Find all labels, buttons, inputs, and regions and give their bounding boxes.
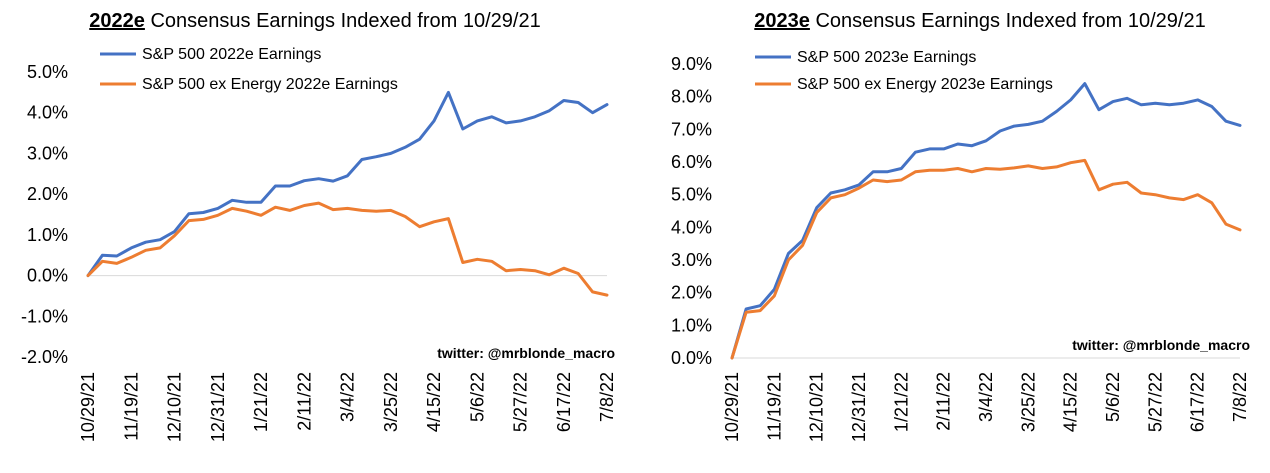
x-tick-label: 3/25/22 [1018,372,1038,432]
y-axis-ticks: 5.0% 4.0% 3.0% 2.0% 1.0% 0.0% -1.0% -2.0% [21,62,68,367]
chart-title-bold: 2023e [754,10,810,32]
x-tick-label: 7/8/22 [1230,372,1250,422]
series-line-1 [86,201,609,297]
legend: S&P 500 2023e Earnings S&P 500 ex Energy … [755,49,1053,93]
legend-label-0: S&P 500 2023e Earnings [797,49,976,66]
y-tick-label: 5.0% [671,185,712,205]
x-axis-ticks: 10/29/21 11/19/21 12/10/21 12/31/21 1/21/22 2… [722,372,1250,442]
series-lines [86,90,609,297]
y-tick-label: 2.0% [27,184,68,204]
chart-2023e: 2023e Consensus Earnings Indexed from 10… [635,0,1270,473]
y-tick-label: 3.0% [27,143,68,163]
series-line-0 [86,90,609,278]
x-tick-label: 12/10/21 [165,372,185,442]
x-tick-label: 6/17/22 [1188,372,1208,432]
legend-label-1: S&P 500 ex Energy 2022e Earnings [142,76,398,93]
twitter-annotation: twitter: @mrblonde_macro [437,345,615,361]
legend-label-1: S&P 500 ex Energy 2023e Earnings [797,76,1053,93]
x-tick-label: 3/4/22 [338,372,358,422]
x-tick-label: 5/27/22 [511,372,531,432]
y-tick-label: -2.0% [21,347,68,367]
x-tick-label: 5/27/22 [1145,372,1165,432]
x-tick-label: 2/11/22 [934,372,954,431]
chart-2022e-svg: 2022e Consensus Earnings Indexed from 10… [21,10,617,442]
x-tick-label: 3/25/22 [381,372,401,432]
x-tick-label: 11/19/21 [121,372,141,441]
x-tick-label: 6/17/22 [554,372,574,432]
x-tick-label: 10/29/21 [78,372,98,442]
x-tick-label: 4/15/22 [424,372,444,432]
chart-2022e: 2022e Consensus Earnings Indexed from 10… [21,10,617,442]
y-tick-label: 0.0% [27,266,68,286]
x-axis-ticks: 10/29/21 11/19/21 12/10/21 12/31/21 1/21/22 2… [78,372,617,442]
x-tick-label: 12/31/21 [208,372,228,442]
y-tick-label: 1.0% [671,315,712,335]
x-tick-label: 1/21/22 [251,372,271,432]
x-tick-label: 11/19/21 [764,372,784,441]
y-tick-label: 6.0% [671,152,712,172]
x-tick-label: 5/6/22 [1103,372,1123,422]
y-tick-label: 1.0% [27,225,68,245]
series-line-1 [730,158,1242,360]
x-tick-label: 1/21/22 [891,372,911,432]
twitter-annotation: twitter: @mrblonde_macro [1072,337,1250,353]
x-tick-label: 7/8/22 [597,372,617,422]
y-tick-label: -1.0% [21,306,68,326]
chart-2023e-svg: 2023e Consensus Earnings Indexed from 10… [671,10,1250,442]
x-tick-label: 5/6/22 [467,372,487,422]
chart-title-bold: 2022e [89,10,145,32]
x-tick-label: 2/11/22 [294,372,314,431]
y-tick-label: 0.0% [671,348,712,368]
series-lines [730,82,1242,360]
x-tick-label: 12/10/21 [807,372,827,442]
legend: S&P 500 2022e Earnings S&P 500 ex Energy … [100,46,398,93]
y-tick-label: 4.0% [27,103,68,123]
x-tick-label: 3/4/22 [976,372,996,422]
series-line-0 [730,82,1242,360]
chart-title: 2022e Consensus Earnings Indexed from 10… [89,10,540,32]
y-tick-label: 2.0% [671,283,712,303]
chart-title-rest: Consensus Earnings Indexed from 10/29/21 [810,10,1206,32]
y-axis-ticks: 9.0% 8.0% 7.0% 6.0% 5.0% 4.0% 3.0% 2.0% 1.0% 0.0% [671,54,712,368]
legend-label-0: S&P 500 2022e Earnings [142,46,321,63]
y-tick-label: 7.0% [671,119,712,139]
y-tick-label: 8.0% [671,87,712,107]
y-tick-label: 9.0% [671,54,712,74]
y-tick-label: 4.0% [671,217,712,237]
chart-title: 2023e Consensus Earnings Indexed from 10… [754,10,1205,32]
y-tick-label: 5.0% [27,62,68,82]
x-tick-label: 12/31/21 [849,372,869,442]
y-tick-label: 3.0% [671,250,712,270]
x-tick-label: 4/15/22 [1061,372,1081,432]
x-tick-label: 10/29/21 [722,372,742,442]
chart-title-rest: Consensus Earnings Indexed from 10/29/21 [145,10,541,32]
